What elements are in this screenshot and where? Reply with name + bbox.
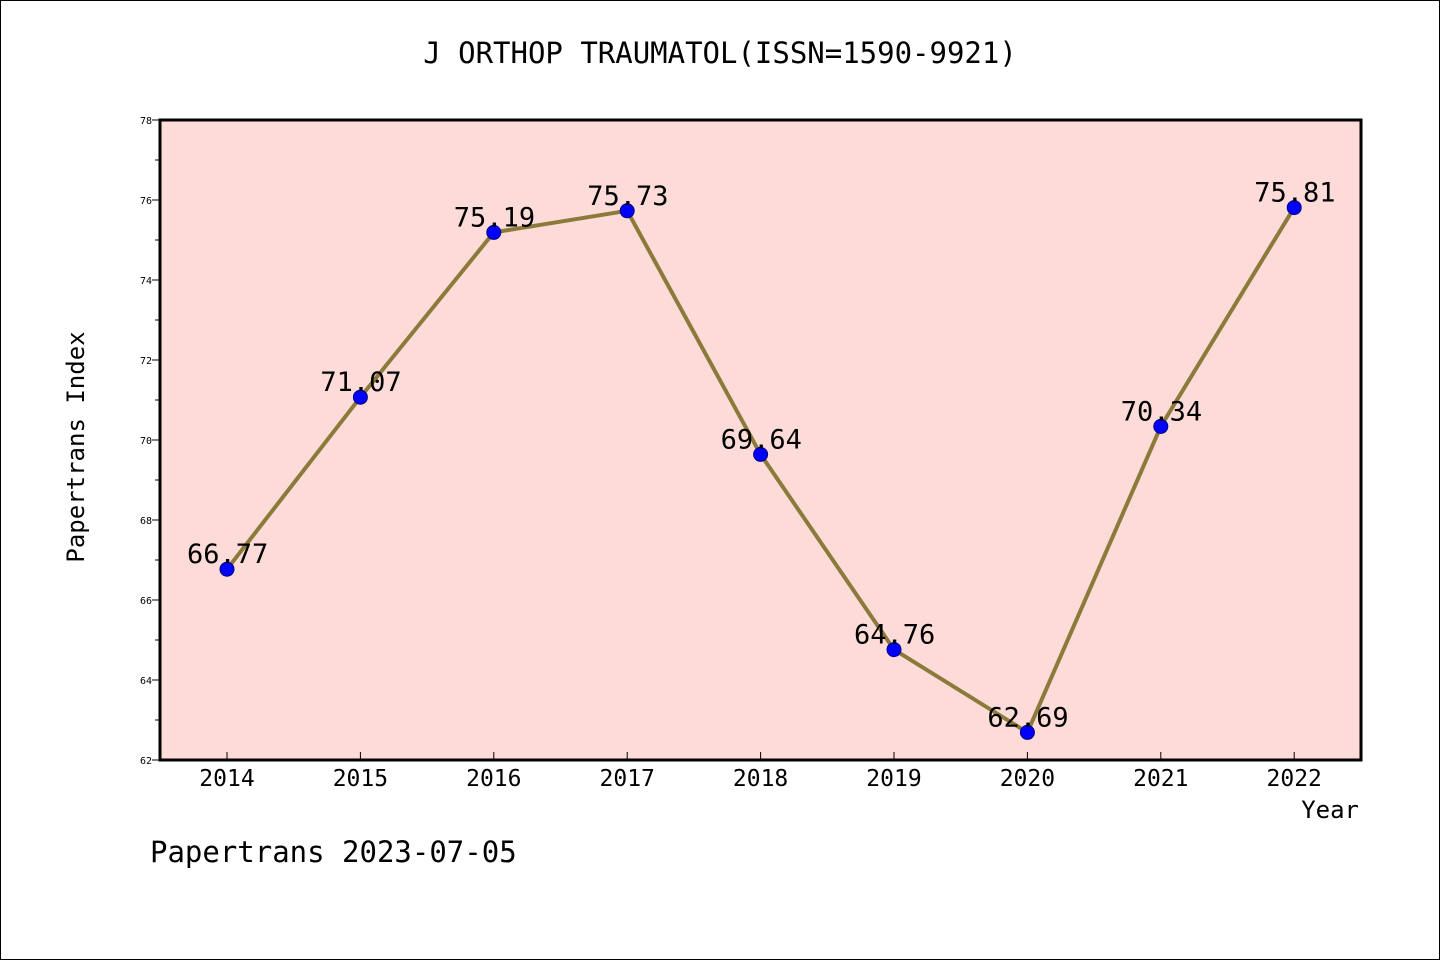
data-label: 75.73 [587, 181, 668, 212]
x-tick-label: 2014 [199, 766, 254, 792]
x-tick-label: 2020 [1000, 766, 1055, 792]
y-tick-label: 68 [140, 516, 152, 527]
x-axis: 2014 2015 2016 2017 2018 2019 2020 2021 2022 [199, 752, 1322, 792]
y-tick-label: 74 [140, 276, 152, 287]
data-label: 66.77 [187, 539, 268, 570]
x-tick-label: 2018 [733, 766, 788, 792]
data-label: 64.76 [854, 620, 935, 651]
footer-stamp: Papertrans 2023-07-05 [150, 835, 517, 869]
y-axis: 62 64 66 68 70 72 74 76 78 [140, 116, 160, 767]
data-label: 69.64 [721, 424, 802, 455]
y-tick-label: 62 [140, 756, 152, 767]
x-tick-label: 2019 [866, 766, 921, 792]
data-label: 75.81 [1254, 178, 1335, 209]
data-point [886, 642, 902, 658]
x-tick-label: 2015 [333, 766, 388, 792]
y-tick-label: 70 [140, 436, 152, 447]
data-point [1019, 724, 1035, 740]
data-label: 70.34 [1121, 396, 1202, 427]
y-tick-label: 78 [140, 116, 152, 127]
x-tick-label: 2017 [600, 766, 655, 792]
data-labels: 66.77 71.07 75.19 75.73 69.64 64.76 62.69 70.34… [187, 178, 1335, 734]
plot-border [158, 118, 1363, 762]
data-label: 62.69 [987, 702, 1068, 733]
x-tick-label: 2021 [1133, 766, 1188, 792]
y-axis-label: Papertrans Index [62, 331, 90, 562]
series-markers [219, 200, 1302, 740]
data-point [753, 446, 769, 462]
data-point [486, 224, 502, 240]
data-point [1153, 418, 1169, 434]
data-point [1286, 200, 1302, 216]
y-tick-label: 72 [140, 356, 152, 367]
y-tick-label: 64 [140, 676, 152, 687]
chart-title: J ORTHOP TRAUMATOL(ISSN=1590-9921) [423, 36, 1017, 70]
x-tick-label: 2016 [466, 766, 521, 792]
y-tick-label: 66 [140, 596, 152, 607]
y-tick-label: 76 [140, 196, 152, 207]
x-tick-label: 2022 [1267, 766, 1322, 792]
data-point [352, 389, 368, 405]
x-axis-label: Year [1301, 796, 1359, 824]
data-label: 75.19 [454, 202, 535, 233]
data-label: 71.07 [320, 367, 401, 398]
plot-area [160, 120, 1361, 760]
data-point [219, 561, 235, 577]
data-point [619, 203, 635, 219]
